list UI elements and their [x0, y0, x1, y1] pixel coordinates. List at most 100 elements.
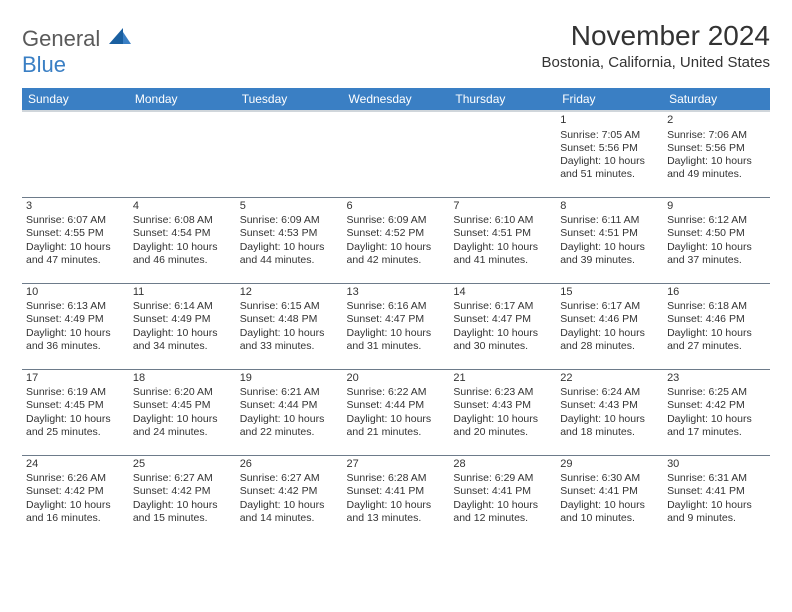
sunset-text: Sunset: 4:52 PM [347, 227, 446, 240]
calendar-cell: 19Sunrise: 6:21 AMSunset: 4:44 PMDayligh… [236, 369, 343, 455]
calendar-cell: 8Sunrise: 6:11 AMSunset: 4:51 PMDaylight… [556, 197, 663, 283]
sunrise-text: Sunrise: 6:09 AM [347, 214, 446, 227]
daylight-text: Daylight: 10 hours and 22 minutes. [240, 413, 339, 439]
sunrise-text: Sunrise: 6:31 AM [667, 472, 766, 485]
sunrise-text: Sunrise: 6:27 AM [240, 472, 339, 485]
day-number: 28 [453, 458, 552, 472]
logo: General Blue [22, 26, 131, 78]
calendar-table: Sunday Monday Tuesday Wednesday Thursday… [22, 88, 770, 541]
weekday-header: Saturday [663, 88, 770, 111]
sunrise-text: Sunrise: 6:21 AM [240, 386, 339, 399]
daylight-text: Daylight: 10 hours and 28 minutes. [560, 327, 659, 353]
day-number: 1 [560, 114, 659, 128]
sunset-text: Sunset: 4:51 PM [453, 227, 552, 240]
calendar-cell: 14Sunrise: 6:17 AMSunset: 4:47 PMDayligh… [449, 283, 556, 369]
sunset-text: Sunset: 4:43 PM [560, 399, 659, 412]
sunset-text: Sunset: 4:46 PM [667, 313, 766, 326]
sunrise-text: Sunrise: 6:15 AM [240, 300, 339, 313]
daylight-text: Daylight: 10 hours and 24 minutes. [133, 413, 232, 439]
daylight-text: Daylight: 10 hours and 46 minutes. [133, 241, 232, 267]
daylight-text: Daylight: 10 hours and 36 minutes. [26, 327, 125, 353]
calendar-row: 1Sunrise: 7:05 AMSunset: 5:56 PMDaylight… [22, 111, 770, 197]
calendar-cell: 24Sunrise: 6:26 AMSunset: 4:42 PMDayligh… [22, 455, 129, 541]
daylight-text: Daylight: 10 hours and 13 minutes. [347, 499, 446, 525]
daylight-text: Daylight: 10 hours and 41 minutes. [453, 241, 552, 267]
logo-word2: Blue [22, 52, 66, 77]
daylight-text: Daylight: 10 hours and 31 minutes. [347, 327, 446, 353]
calendar-cell: 25Sunrise: 6:27 AMSunset: 4:42 PMDayligh… [129, 455, 236, 541]
day-number: 30 [667, 458, 766, 472]
sunrise-text: Sunrise: 6:26 AM [26, 472, 125, 485]
sunrise-text: Sunrise: 6:16 AM [347, 300, 446, 313]
calendar-cell [343, 111, 450, 197]
daylight-text: Daylight: 10 hours and 49 minutes. [667, 155, 766, 181]
calendar-cell: 23Sunrise: 6:25 AMSunset: 4:42 PMDayligh… [663, 369, 770, 455]
sunrise-text: Sunrise: 6:19 AM [26, 386, 125, 399]
sunrise-text: Sunrise: 6:11 AM [560, 214, 659, 227]
daylight-text: Daylight: 10 hours and 44 minutes. [240, 241, 339, 267]
sunrise-text: Sunrise: 6:18 AM [667, 300, 766, 313]
day-number: 11 [133, 286, 232, 300]
daylight-text: Daylight: 10 hours and 17 minutes. [667, 413, 766, 439]
sunrise-text: Sunrise: 7:05 AM [560, 129, 659, 142]
sunset-text: Sunset: 4:51 PM [560, 227, 659, 240]
page-title: November 2024 [542, 20, 770, 52]
daylight-text: Daylight: 10 hours and 18 minutes. [560, 413, 659, 439]
sunset-text: Sunset: 4:50 PM [667, 227, 766, 240]
sunset-text: Sunset: 4:55 PM [26, 227, 125, 240]
day-number: 12 [240, 286, 339, 300]
location-text: Bostonia, California, United States [542, 54, 770, 71]
sunrise-text: Sunrise: 6:07 AM [26, 214, 125, 227]
daylight-text: Daylight: 10 hours and 37 minutes. [667, 241, 766, 267]
sunset-text: Sunset: 4:47 PM [347, 313, 446, 326]
day-number: 5 [240, 200, 339, 214]
calendar-cell: 16Sunrise: 6:18 AMSunset: 4:46 PMDayligh… [663, 283, 770, 369]
daylight-text: Daylight: 10 hours and 47 minutes. [26, 241, 125, 267]
sunset-text: Sunset: 4:45 PM [133, 399, 232, 412]
sunset-text: Sunset: 4:42 PM [240, 485, 339, 498]
calendar-cell: 12Sunrise: 6:15 AMSunset: 4:48 PMDayligh… [236, 283, 343, 369]
calendar-cell: 7Sunrise: 6:10 AMSunset: 4:51 PMDaylight… [449, 197, 556, 283]
calendar-cell: 22Sunrise: 6:24 AMSunset: 4:43 PMDayligh… [556, 369, 663, 455]
logo-sail-icon [109, 28, 131, 46]
calendar-cell: 21Sunrise: 6:23 AMSunset: 4:43 PMDayligh… [449, 369, 556, 455]
calendar-cell: 15Sunrise: 6:17 AMSunset: 4:46 PMDayligh… [556, 283, 663, 369]
calendar-cell: 9Sunrise: 6:12 AMSunset: 4:50 PMDaylight… [663, 197, 770, 283]
title-block: November 2024 Bostonia, California, Unit… [542, 20, 770, 71]
day-number: 26 [240, 458, 339, 472]
day-number: 27 [347, 458, 446, 472]
weekday-header: Thursday [449, 88, 556, 111]
sunrise-text: Sunrise: 6:24 AM [560, 386, 659, 399]
sunset-text: Sunset: 4:54 PM [133, 227, 232, 240]
calendar-cell [129, 111, 236, 197]
sunrise-text: Sunrise: 6:09 AM [240, 214, 339, 227]
day-number: 6 [347, 200, 446, 214]
sunrise-text: Sunrise: 6:13 AM [26, 300, 125, 313]
day-number: 13 [347, 286, 446, 300]
daylight-text: Daylight: 10 hours and 30 minutes. [453, 327, 552, 353]
daylight-text: Daylight: 10 hours and 21 minutes. [347, 413, 446, 439]
sunset-text: Sunset: 4:44 PM [240, 399, 339, 412]
day-number: 23 [667, 372, 766, 386]
calendar-row: 24Sunrise: 6:26 AMSunset: 4:42 PMDayligh… [22, 455, 770, 541]
sunrise-text: Sunrise: 6:20 AM [133, 386, 232, 399]
sunset-text: Sunset: 4:41 PM [667, 485, 766, 498]
daylight-text: Daylight: 10 hours and 20 minutes. [453, 413, 552, 439]
day-number: 20 [347, 372, 446, 386]
calendar-cell [236, 111, 343, 197]
calendar-cell: 3Sunrise: 6:07 AMSunset: 4:55 PMDaylight… [22, 197, 129, 283]
daylight-text: Daylight: 10 hours and 12 minutes. [453, 499, 552, 525]
sunset-text: Sunset: 4:46 PM [560, 313, 659, 326]
day-number: 15 [560, 286, 659, 300]
sunrise-text: Sunrise: 6:30 AM [560, 472, 659, 485]
sunrise-text: Sunrise: 6:28 AM [347, 472, 446, 485]
day-number: 16 [667, 286, 766, 300]
calendar-cell: 18Sunrise: 6:20 AMSunset: 4:45 PMDayligh… [129, 369, 236, 455]
calendar-cell [22, 111, 129, 197]
day-number: 4 [133, 200, 232, 214]
day-number: 21 [453, 372, 552, 386]
sunrise-text: Sunrise: 6:14 AM [133, 300, 232, 313]
daylight-text: Daylight: 10 hours and 16 minutes. [26, 499, 125, 525]
daylight-text: Daylight: 10 hours and 15 minutes. [133, 499, 232, 525]
daylight-text: Daylight: 10 hours and 9 minutes. [667, 499, 766, 525]
